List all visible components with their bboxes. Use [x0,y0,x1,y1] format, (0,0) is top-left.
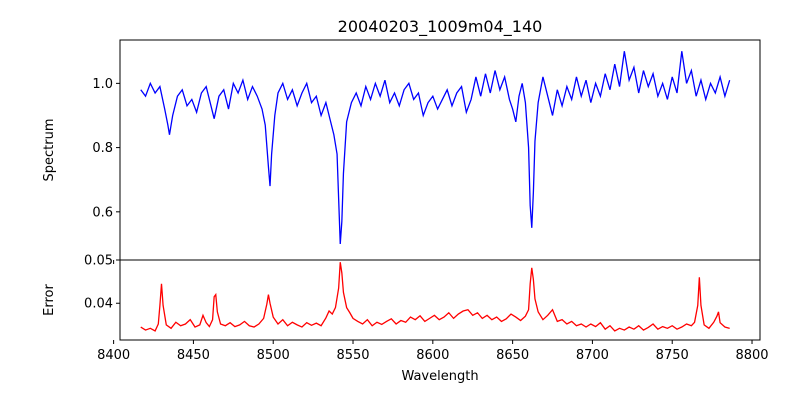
x-tick-label: 8650 [496,348,529,363]
error-y-tick-label: 0.04 [84,297,113,312]
spectrum-series-line [140,51,731,244]
error-panel: 0.04 0.05 8400 8450 8500 8550 8600 8650 8700 8750… [42,254,769,385]
x-tick-label: 8400 [97,348,130,363]
error-plot-area [120,260,760,340]
x-tick-label: 8750 [656,348,689,363]
error-frame [119,259,761,341]
x-tick-label: 8600 [416,348,449,363]
x-axis-label: Wavelength [401,369,478,384]
error-y-tick-label: 0.05 [84,254,113,269]
error-y-axis-label: Error [42,284,57,316]
spectrum-y-tick-label: 0.6 [92,205,113,220]
x-tick-label: 8700 [576,348,609,363]
error-series-line [140,262,730,332]
spectrum-panel: 0.6 0.8 1.0 Spectrum [42,39,761,264]
x-tick-label: 8500 [257,348,290,363]
x-tick-label: 8450 [177,348,210,363]
spectrum-y-axis-label: Spectrum [42,119,57,182]
spectrum-y-tick-label: 0.8 [92,141,113,156]
x-tick-label: 8550 [336,348,369,363]
x-tick-label: 8800 [735,348,768,363]
spectrum-plot-area [120,40,760,260]
chart-title: 20040203_1009m04_140 [338,17,543,37]
spectrum-y-tick-label: 1.0 [92,77,113,92]
